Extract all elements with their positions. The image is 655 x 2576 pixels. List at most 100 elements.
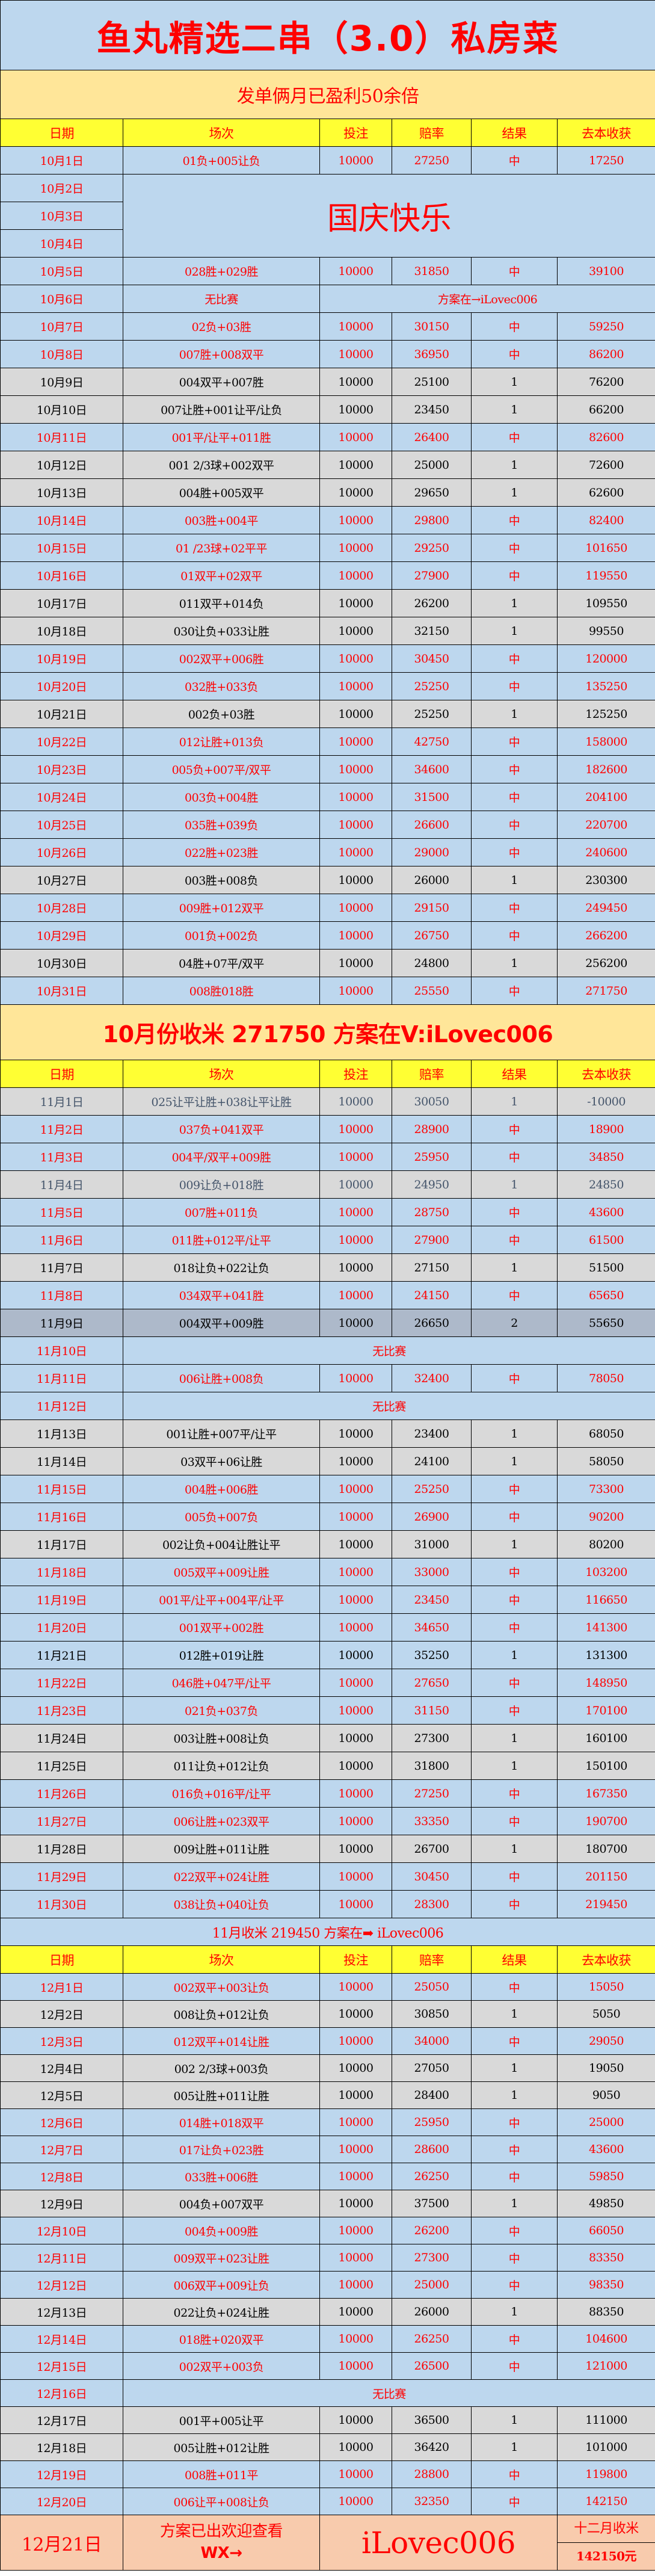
- table-row: 10月11日 001平/让平+011胜 10000 26400 中 82600: [0, 423, 655, 451]
- odds-cell: 26250: [392, 2325, 472, 2353]
- plan-note-cell: 方案在→iLovec006: [319, 285, 655, 313]
- match-cell: 003让胜+008让负: [123, 1724, 320, 1752]
- stake-cell: 10000: [319, 617, 392, 645]
- table-row: 12月1日 002双平+003让负 10000 25050 中 15050: [0, 1973, 655, 2001]
- result-cell: 1: [471, 2081, 558, 2109]
- total-cell: 76200: [556, 368, 655, 396]
- total-cell: 78050: [556, 1364, 655, 1392]
- result-cell: 中: [471, 1503, 558, 1531]
- odds-cell: 25950: [392, 2108, 472, 2136]
- total-cell: 201150: [556, 1862, 655, 1891]
- match-cell: 038让负+040让负: [123, 1890, 320, 1918]
- match-cell: 003负+004胜: [123, 783, 320, 811]
- result-cell: 1: [471, 1253, 558, 1282]
- odds-cell: 32150: [392, 617, 472, 645]
- stake-cell: 10000: [319, 1779, 392, 1808]
- odds-cell: 30150: [392, 312, 472, 341]
- stake-cell: 10000: [319, 672, 392, 700]
- date-cell: 10月9日: [0, 368, 123, 396]
- result-cell: 1: [471, 866, 558, 894]
- total-cell: 61500: [556, 1226, 655, 1254]
- stake-cell: 10000: [319, 1835, 392, 1863]
- total-cell: 62600: [556, 478, 655, 507]
- match-cell: 009让负+018胜: [123, 1170, 320, 1199]
- table-row: 12月20日 006让平+008让负 10000 32350 中 142150: [0, 2488, 655, 2515]
- total-cell: 148950: [556, 1669, 655, 1697]
- result-cell: 中: [471, 340, 558, 368]
- result-cell: 1: [471, 1835, 558, 1863]
- stake-cell: 10000: [319, 2217, 392, 2244]
- date-cell: 12月7日: [0, 2136, 123, 2163]
- total-cell: 121000: [556, 2352, 655, 2380]
- match-cell: 002让负+004让胜让平: [123, 1530, 320, 1558]
- table-row: 10月25日 035胜+039负 10000 26600 中 220700: [0, 811, 655, 839]
- total-cell: 266200: [556, 921, 655, 950]
- match-cell: 001平/让平+011胜: [123, 423, 320, 451]
- result-cell: 中: [471, 1364, 558, 1392]
- odds-cell: 28300: [392, 1890, 472, 1918]
- total-cell: 256200: [556, 949, 655, 977]
- result-cell: 中: [471, 1696, 558, 1725]
- table-row: 12月6日 014胜+018双平 10000 25950 中 25000: [0, 2108, 655, 2136]
- date-cell: 11月25日: [0, 1752, 123, 1780]
- column-header-date: 日期: [0, 1060, 123, 1088]
- total-cell: 98350: [556, 2271, 655, 2299]
- result-cell: 中: [471, 257, 558, 285]
- total-cell: 25000: [556, 2108, 655, 2136]
- table-row: 11月3日 004平/双平+009胜 10000 25950 中 34850: [0, 1143, 655, 1171]
- odds-cell: 26200: [392, 589, 472, 617]
- result-cell: 中: [471, 811, 558, 839]
- result-cell: 中: [471, 506, 558, 534]
- table-row: 12月11日 009双平+023让胜 10000 27300 中 83350: [0, 2244, 655, 2272]
- result-cell: 1: [471, 1752, 558, 1780]
- match-cell: 007胜+008双平: [123, 340, 320, 368]
- stake-cell: 10000: [319, 2190, 392, 2217]
- date-cell: 11月3日: [0, 1143, 123, 1171]
- table-row: 11月29日 022双平+024让胜 10000 30450 中 201150: [0, 1862, 655, 1891]
- date-cell: 11月17日: [0, 1530, 123, 1558]
- result-cell: 中: [471, 1198, 558, 1226]
- table-row: 10月4日: [0, 229, 655, 258]
- date-cell: 12月8日: [0, 2163, 123, 2190]
- match-cell: 017让负+023胜: [123, 2136, 320, 2163]
- footer-row: 12月21日 方案已出欢迎查看 WX→ iLovec006 十二月收米 142150元: [0, 2515, 655, 2571]
- odds-cell: 25250: [392, 1475, 472, 1503]
- odds-cell: 26900: [392, 1503, 472, 1531]
- match-cell: 009双平+023让胜: [123, 2244, 320, 2272]
- total-cell: 158000: [556, 727, 655, 756]
- odds-cell: 25250: [392, 700, 472, 728]
- stake-cell: 10000: [319, 1696, 392, 1725]
- total-cell: 43600: [556, 2136, 655, 2163]
- match-cell: 004胜+005双平: [123, 478, 320, 507]
- match-cell: 018胜+020双平: [123, 2325, 320, 2353]
- match-cell: 02负+03胜: [123, 312, 320, 341]
- result-cell: 中: [471, 2244, 558, 2272]
- stake-cell: 10000: [319, 1752, 392, 1780]
- table-row: 10月6日 无比赛 方案在→iLovec006: [0, 285, 655, 313]
- total-cell: 170100: [556, 1696, 655, 1725]
- total-cell: 55650: [556, 1309, 655, 1337]
- date-cell: 11月23日: [0, 1696, 123, 1725]
- footer-month-total: 十二月收米 142150元: [556, 2515, 655, 2571]
- odds-cell: 34600: [392, 755, 472, 783]
- result-cell: 中: [471, 2488, 558, 2515]
- table-row: 12月8日 033胜+006胜 10000 26250 中 59850: [0, 2163, 655, 2190]
- result-cell: 1: [471, 1419, 558, 1448]
- table-row: 10月7日 02负+03胜 10000 30150 中 59250: [0, 312, 655, 341]
- match-cell: 035胜+039负: [123, 811, 320, 839]
- match-cell: 018让负+022让负: [123, 1253, 320, 1282]
- result-cell: 中: [471, 1973, 558, 2001]
- result-cell: 中: [471, 1226, 558, 1254]
- odds-cell: 26750: [392, 921, 472, 950]
- date-cell: 12月11日: [0, 2244, 123, 2272]
- total-cell: 65650: [556, 1281, 655, 1309]
- total-cell: 73300: [556, 1475, 655, 1503]
- date-cell: 12月10日: [0, 2217, 123, 2244]
- stake-cell: 10000: [319, 2108, 392, 2136]
- table-row: 11月9日 004双平+009胜 10000 26650 2 55650: [0, 1309, 655, 1337]
- stake-cell: 10000: [319, 949, 392, 977]
- total-cell: 83350: [556, 2244, 655, 2272]
- match-cell: 046胜+047平/让平: [123, 1669, 320, 1697]
- stake-cell: 10000: [319, 423, 392, 451]
- odds-cell: 36950: [392, 340, 472, 368]
